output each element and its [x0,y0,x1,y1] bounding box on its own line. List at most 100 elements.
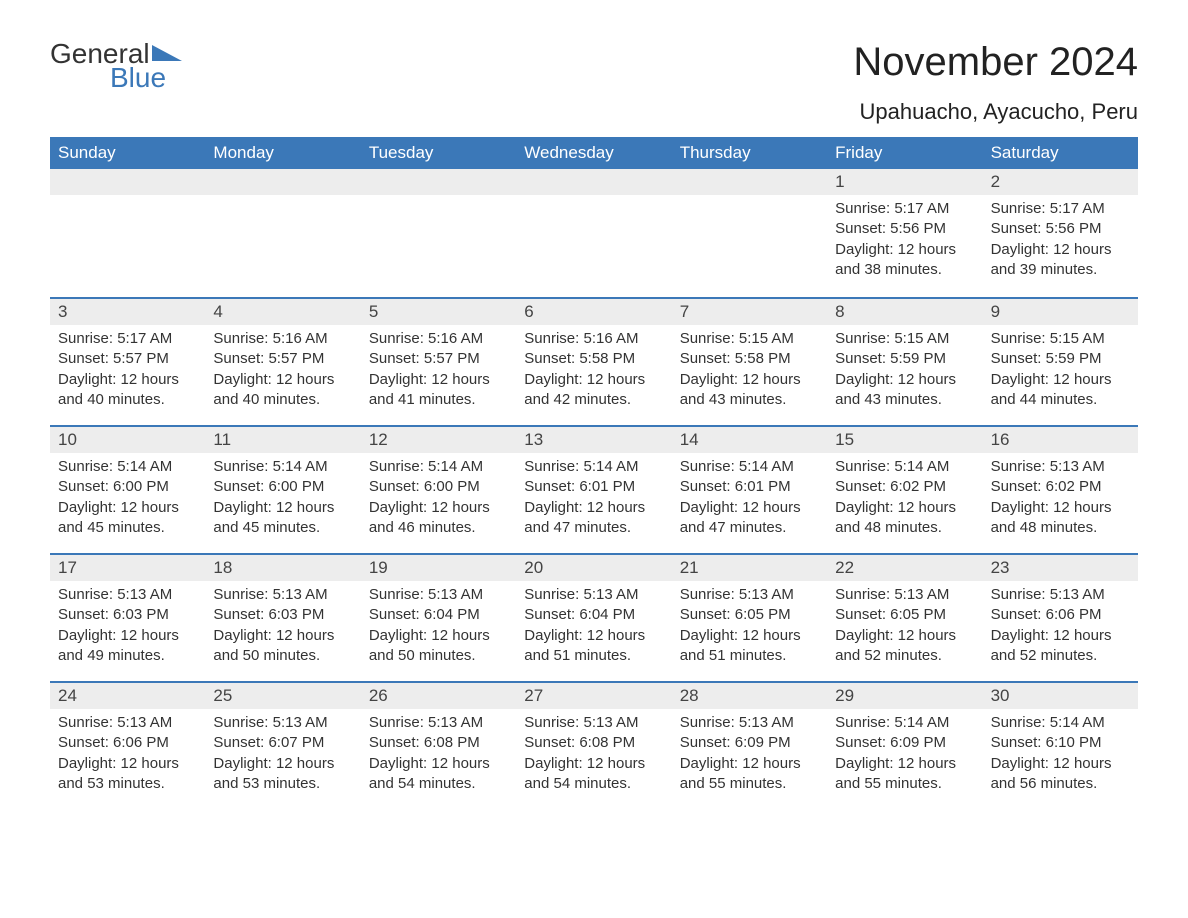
sunrise-line: Sunrise: 5:14 AM [983,713,1138,733]
day-number: 10 [50,427,205,453]
daylight-line: Daylight: 12 hours and 51 minutes. [516,626,671,667]
month-title: November 2024 [853,40,1138,85]
sunrise-line: Sunrise: 5:14 AM [361,457,516,477]
sunset-line: Sunset: 5:59 PM [827,349,982,369]
daylight-line: Daylight: 12 hours and 43 minutes. [672,370,827,411]
sunset-line: Sunset: 6:08 PM [516,733,671,753]
daylight-line: Daylight: 12 hours and 46 minutes. [361,498,516,539]
day-cell: 19Sunrise: 5:13 AMSunset: 6:04 PMDayligh… [361,555,516,681]
sunset-line: Sunset: 6:02 PM [983,477,1138,497]
sunset-line: Sunset: 6:06 PM [50,733,205,753]
day-cell [205,169,360,297]
day-number: 27 [516,683,671,709]
day-cell: 13Sunrise: 5:14 AMSunset: 6:01 PMDayligh… [516,427,671,553]
sunrise-line: Sunrise: 5:13 AM [361,585,516,605]
daylight-line: Daylight: 12 hours and 38 minutes. [827,240,982,281]
sunrise-line: Sunrise: 5:15 AM [827,329,982,349]
sunset-line: Sunset: 6:10 PM [983,733,1138,753]
sunrise-line: Sunrise: 5:17 AM [50,329,205,349]
sunset-line: Sunset: 5:59 PM [983,349,1138,369]
day-cell [672,169,827,297]
sunrise-line: Sunrise: 5:13 AM [827,585,982,605]
sunrise-line: Sunrise: 5:17 AM [827,199,982,219]
sunrise-line: Sunrise: 5:15 AM [672,329,827,349]
sunrise-line: Sunrise: 5:13 AM [50,713,205,733]
sunrise-line: Sunrise: 5:16 AM [205,329,360,349]
sunset-line: Sunset: 6:05 PM [672,605,827,625]
dow-cell: Friday [827,137,982,169]
day-number: 4 [205,299,360,325]
daylight-line: Daylight: 12 hours and 52 minutes. [983,626,1138,667]
sunset-line: Sunset: 6:00 PM [50,477,205,497]
daylight-line: Daylight: 12 hours and 40 minutes. [205,370,360,411]
day-number: 1 [827,169,982,195]
daylight-line: Daylight: 12 hours and 53 minutes. [50,754,205,795]
daylight-line: Daylight: 12 hours and 48 minutes. [827,498,982,539]
daylight-line: Daylight: 12 hours and 41 minutes. [361,370,516,411]
sunrise-line: Sunrise: 5:14 AM [50,457,205,477]
sunset-line: Sunset: 6:00 PM [361,477,516,497]
sunset-line: Sunset: 6:09 PM [672,733,827,753]
sunrise-line: Sunrise: 5:14 AM [672,457,827,477]
empty-day-strip [361,169,516,195]
day-number: 16 [983,427,1138,453]
day-number: 11 [205,427,360,453]
dow-cell: Sunday [50,137,205,169]
daylight-line: Daylight: 12 hours and 54 minutes. [361,754,516,795]
empty-day-strip [516,169,671,195]
day-number: 20 [516,555,671,581]
empty-day-strip [205,169,360,195]
daylight-line: Daylight: 12 hours and 52 minutes. [827,626,982,667]
day-cell [361,169,516,297]
day-cell: 9Sunrise: 5:15 AMSunset: 5:59 PMDaylight… [983,299,1138,425]
day-cell: 16Sunrise: 5:13 AMSunset: 6:02 PMDayligh… [983,427,1138,553]
daylight-line: Daylight: 12 hours and 47 minutes. [672,498,827,539]
day-number: 28 [672,683,827,709]
day-number: 19 [361,555,516,581]
daylight-line: Daylight: 12 hours and 55 minutes. [672,754,827,795]
sunrise-line: Sunrise: 5:13 AM [672,713,827,733]
day-cell: 1 Sunrise: 5:17 AMSunset: 5:56 PMDaylight… [827,169,982,297]
day-number: 17 [50,555,205,581]
day-number: 30 [983,683,1138,709]
sunset-line: Sunset: 6:03 PM [205,605,360,625]
sunset-line: Sunset: 5:57 PM [205,349,360,369]
day-cell: 18Sunrise: 5:13 AMSunset: 6:03 PMDayligh… [205,555,360,681]
sunset-line: Sunset: 5:56 PM [827,219,982,239]
day-number: 2 [983,169,1138,195]
sunset-line: Sunset: 5:56 PM [983,219,1138,239]
week-row: 1 Sunrise: 5:17 AMSunset: 5:56 PMDaylight… [50,169,1138,297]
sunset-line: Sunset: 6:03 PM [50,605,205,625]
day-cell: 7Sunrise: 5:15 AMSunset: 5:58 PMDaylight… [672,299,827,425]
day-number: 18 [205,555,360,581]
sunrise-line: Sunrise: 5:13 AM [516,713,671,733]
day-cell: 26Sunrise: 5:13 AMSunset: 6:08 PMDayligh… [361,683,516,809]
day-cell: 28 Sunrise: 5:13 AMSunset: 6:09 PMDayligh… [672,683,827,809]
dow-cell: Thursday [672,137,827,169]
sunrise-line: Sunrise: 5:16 AM [516,329,671,349]
title-block: November 2024 Upahuacho, Ayacucho, Peru [853,40,1138,125]
empty-day-strip [672,169,827,195]
daylight-line: Daylight: 12 hours and 45 minutes. [205,498,360,539]
day-cell: 27Sunrise: 5:13 AMSunset: 6:08 PMDayligh… [516,683,671,809]
dow-cell: Wednesday [516,137,671,169]
sunrise-line: Sunrise: 5:13 AM [983,585,1138,605]
sunset-line: Sunset: 5:58 PM [516,349,671,369]
sunrise-line: Sunrise: 5:13 AM [205,713,360,733]
header: General Blue November 2024 Upahuacho, Ay… [50,40,1138,125]
weeks-container: 1Sunrise: 5:17 AMSunset: 5:56 PMDaylight… [50,169,1138,809]
daylight-line: Daylight: 12 hours and 49 minutes. [50,626,205,667]
day-number: 15 [827,427,982,453]
daylight-line: Daylight: 12 hours and 44 minutes. [983,370,1138,411]
daylight-line: Daylight: 12 hours and 45 minutes. [50,498,205,539]
dow-cell: Monday [205,137,360,169]
daylight-line: Daylight: 12 hours and 51 minutes. [672,626,827,667]
daylight-line: Daylight: 12 hours and 48 minutes. [983,498,1138,539]
dow-cell: Tuesday [361,137,516,169]
logo: General Blue [50,40,182,92]
daylight-line: Daylight: 12 hours and 56 minutes. [983,754,1138,795]
day-cell: 8Sunrise: 5:15 AMSunset: 5:59 PMDaylight… [827,299,982,425]
sunrise-line: Sunrise: 5:13 AM [205,585,360,605]
day-number: 12 [361,427,516,453]
sunset-line: Sunset: 5:57 PM [361,349,516,369]
